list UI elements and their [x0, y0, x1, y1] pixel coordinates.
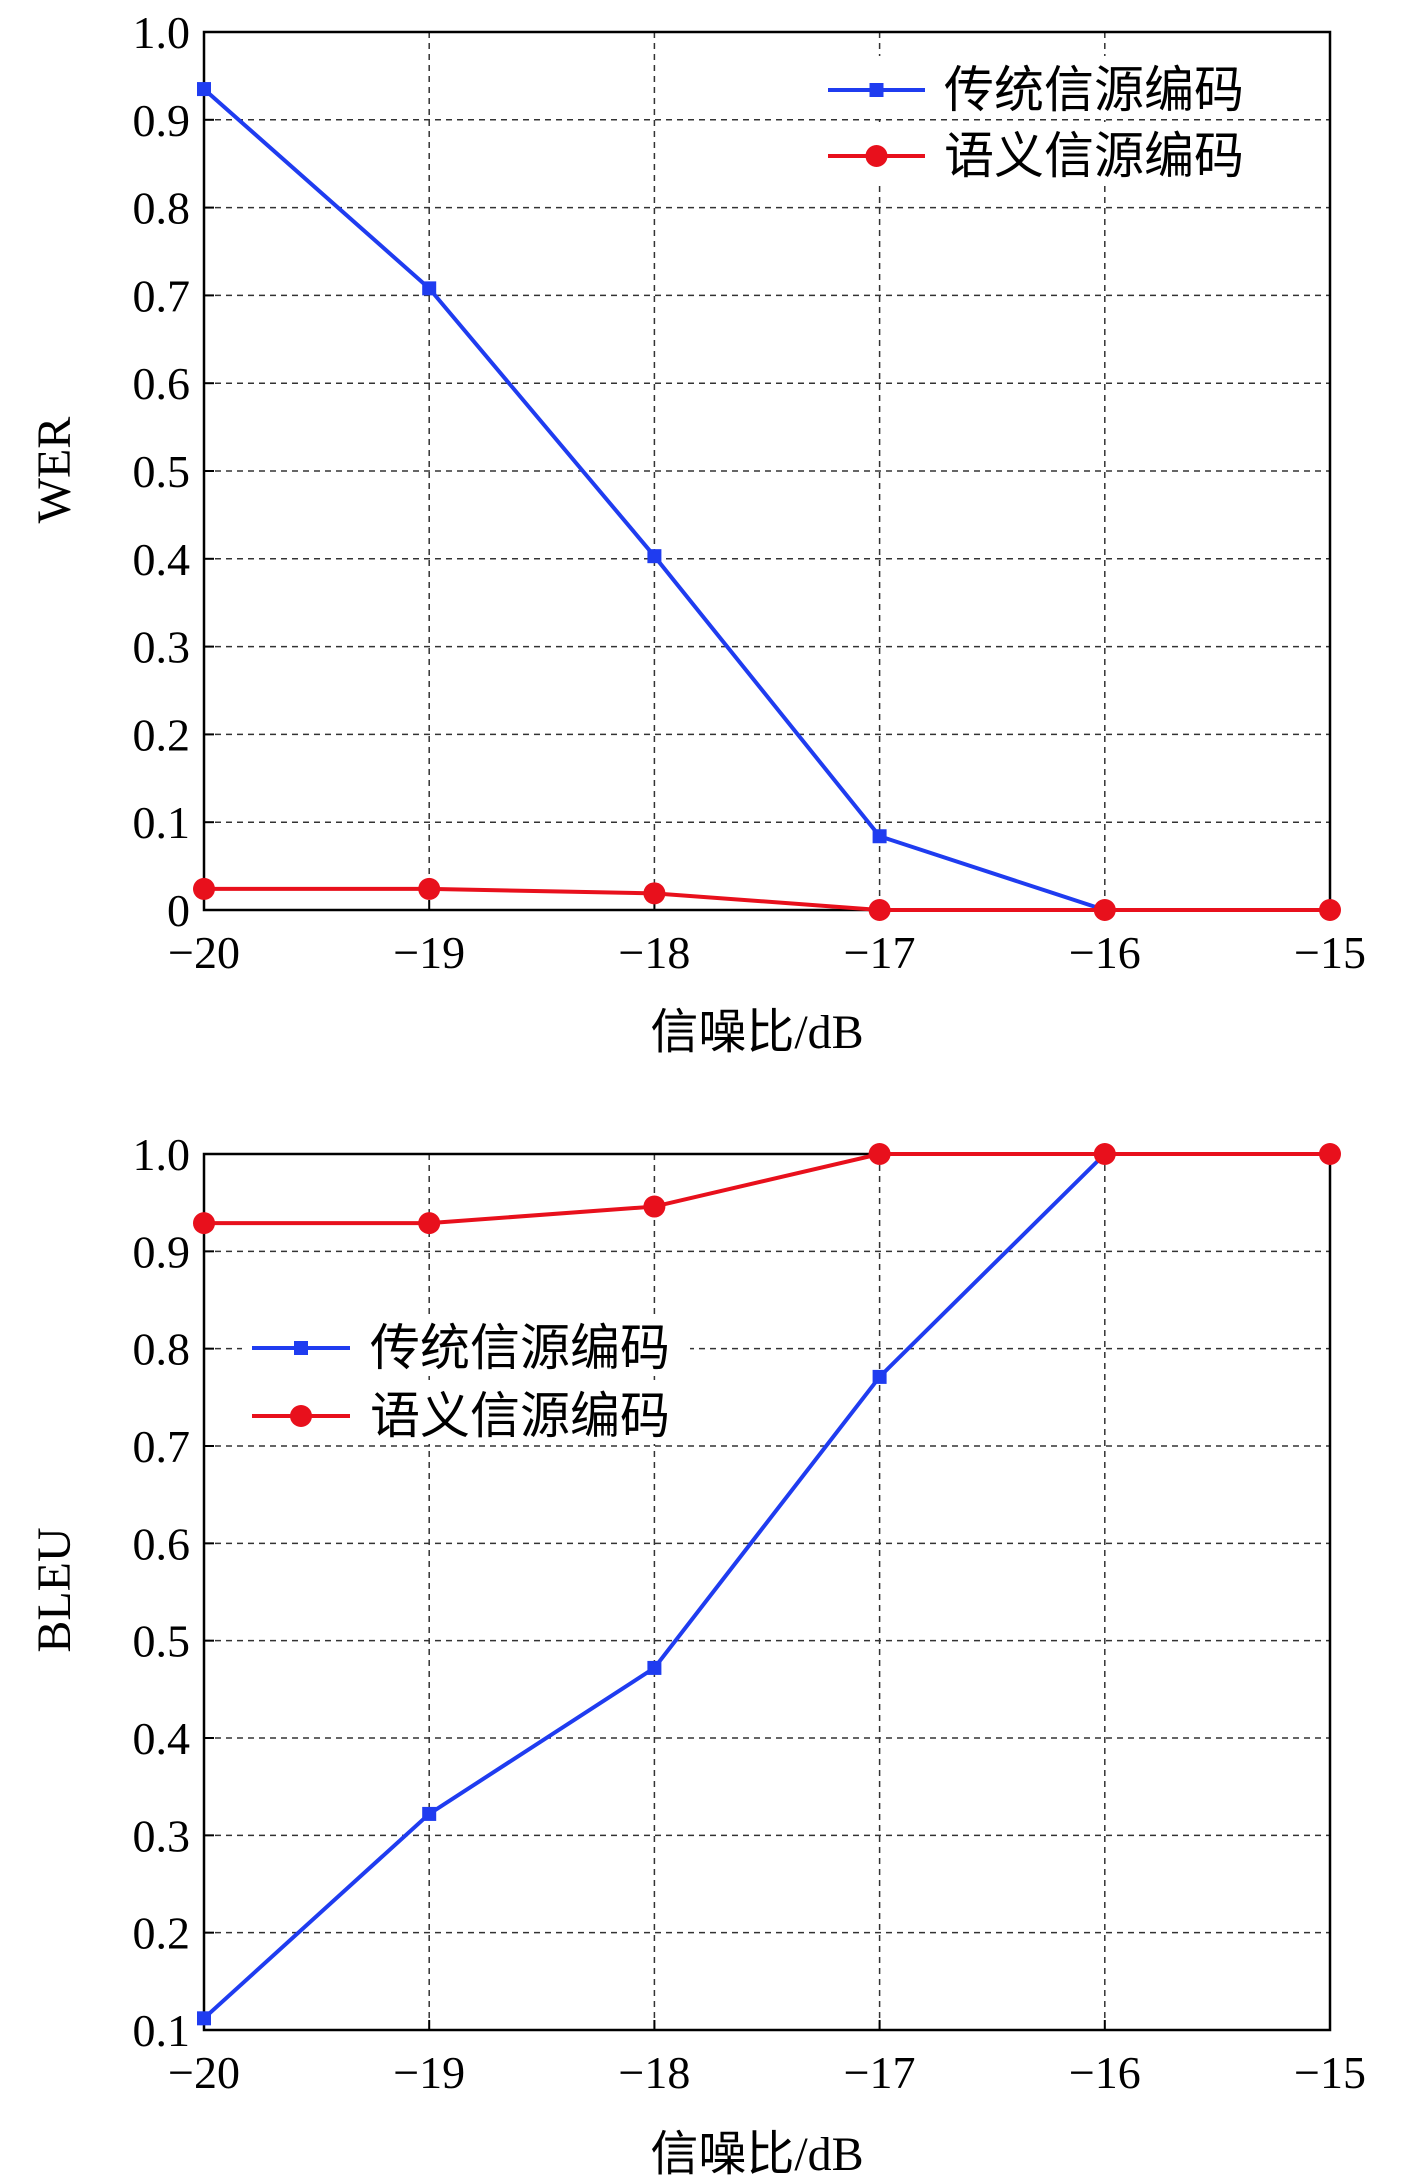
legend-bg — [818, 122, 1264, 184]
legend-marker — [865, 145, 888, 167]
y-tick-label: 0.3 — [133, 622, 191, 673]
series-semantic — [193, 1143, 1341, 1235]
data-point — [197, 82, 211, 97]
legend-label: 传统信源编码 — [944, 61, 1244, 119]
series-line — [204, 886, 1330, 912]
legend-label: 语义信源编码 — [944, 127, 1244, 185]
y-tick-label: 0.5 — [133, 1616, 191, 1667]
y-tick-label: 0.6 — [133, 1518, 191, 1569]
y-tick-label: 1.0 — [133, 1129, 191, 1180]
data-point — [643, 882, 666, 905]
data-point — [647, 549, 662, 564]
data-point — [868, 1143, 891, 1165]
data-point — [418, 877, 441, 900]
y-tick-label: 0.9 — [133, 95, 191, 146]
y-tick-label: 0.2 — [133, 1908, 191, 1959]
x-tick-label: −18 — [618, 927, 690, 978]
data-point — [643, 1195, 666, 1218]
series-semantic — [193, 877, 1341, 921]
x-tick-label: −17 — [844, 2047, 916, 2098]
x-tick-label: −16 — [1069, 927, 1141, 978]
data-point — [422, 1806, 437, 1821]
x-tick-label: −19 — [393, 927, 465, 978]
x-axis-label: 信噪比/dB — [650, 1006, 863, 1059]
data-point — [872, 829, 887, 844]
legend-label: 传统信源编码 — [370, 1319, 670, 1377]
legend-label: 语义信源编码 — [370, 1387, 670, 1445]
y-tick-label: 0 — [167, 885, 190, 936]
data-point — [418, 1212, 441, 1235]
legend-bg — [242, 1314, 690, 1376]
x-tick-label: −16 — [1069, 2047, 1141, 2098]
x-tick-label: −15 — [1294, 927, 1366, 978]
y-tick-label: 0.2 — [133, 709, 191, 760]
data-point — [422, 281, 437, 296]
grid-lines — [204, 1154, 1330, 2030]
x-tick-label: −20 — [168, 927, 240, 978]
y-tick-label: 0.1 — [133, 797, 191, 848]
data-point — [1093, 899, 1116, 921]
legend-marker — [294, 1341, 308, 1355]
y-tick-label: 1.0 — [133, 7, 191, 58]
x-tick-label: −15 — [1294, 2047, 1366, 2098]
y-tick-label: 0.3 — [133, 1810, 191, 1861]
x-tick-label: −18 — [618, 2047, 690, 2098]
legend-marker — [290, 1405, 312, 1427]
y-tick-label: 0.9 — [133, 1226, 191, 1277]
y-tick-label: 0.8 — [133, 1324, 191, 1375]
data-point — [647, 1660, 662, 1675]
y-tick-label: 0.7 — [133, 270, 191, 321]
data-point — [1319, 899, 1341, 921]
x-tick-label: −19 — [393, 2047, 465, 2098]
data-point — [1319, 1143, 1341, 1165]
y-tick-label: 0.6 — [133, 358, 191, 409]
data-point — [872, 1369, 887, 1384]
legend-bg — [818, 56, 1264, 118]
series-line — [204, 1152, 1330, 1226]
data-point — [193, 877, 215, 900]
y-tick-label: 0.7 — [133, 1421, 191, 1472]
y-tick-label: 0.4 — [133, 1713, 191, 1764]
x-axis-label: 信噪比/dB — [650, 2128, 863, 2180]
data-point — [193, 1212, 215, 1235]
data-point — [868, 899, 891, 921]
y-tick-label: 0.4 — [133, 534, 191, 585]
wer-chart: 0 0.1 0.2 0.3 0.4 0.5 0.6 0.7 0.8 0.9 1.0 −20 −19 −18… — [28, 7, 1366, 1059]
plot-frame — [202, 1152, 1332, 2032]
y-tick-label: 0.8 — [133, 183, 191, 234]
data-point — [197, 2011, 211, 2026]
legend-marker — [869, 83, 884, 97]
data-point — [1093, 1143, 1116, 1165]
x-tick-label: −17 — [844, 927, 916, 978]
y-axis-label: WER — [28, 417, 81, 524]
y-axis-label: BLEU — [28, 1527, 81, 1652]
y-tick-label: 0.1 — [133, 2005, 191, 2056]
x-tick-label: −20 — [168, 2047, 240, 2098]
bleu-chart: 0.1 0.2 0.3 0.4 0.5 0.6 0.7 0.8 0.9 1.0 −20 −19 −18 −… — [28, 1129, 1366, 2180]
legend-bg — [242, 1382, 690, 1444]
y-tick-label: 0.5 — [133, 446, 191, 497]
